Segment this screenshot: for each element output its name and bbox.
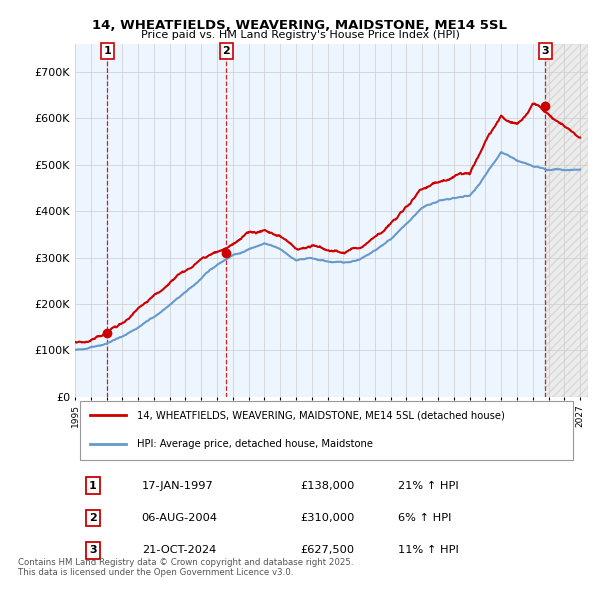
Text: Contains HM Land Registry data © Crown copyright and database right 2025.
This d: Contains HM Land Registry data © Crown c… xyxy=(18,558,353,577)
Text: £138,000: £138,000 xyxy=(301,480,355,490)
Text: 6% ↑ HPI: 6% ↑ HPI xyxy=(398,513,452,523)
Text: 1: 1 xyxy=(103,46,111,56)
Text: 1: 1 xyxy=(89,480,97,490)
Text: 21-OCT-2024: 21-OCT-2024 xyxy=(142,545,216,555)
Text: 2: 2 xyxy=(89,513,97,523)
Text: 3: 3 xyxy=(542,46,549,56)
Text: 06-AUG-2004: 06-AUG-2004 xyxy=(142,513,218,523)
Text: Price paid vs. HM Land Registry's House Price Index (HPI): Price paid vs. HM Land Registry's House … xyxy=(140,30,460,40)
Text: HPI: Average price, detached house, Maidstone: HPI: Average price, detached house, Maid… xyxy=(137,439,373,449)
Text: 21% ↑ HPI: 21% ↑ HPI xyxy=(398,480,459,490)
Text: 2: 2 xyxy=(223,46,230,56)
Text: £627,500: £627,500 xyxy=(301,545,355,555)
Text: 14, WHEATFIELDS, WEAVERING, MAIDSTONE, ME14 5SL: 14, WHEATFIELDS, WEAVERING, MAIDSTONE, M… xyxy=(92,19,508,32)
Text: 17-JAN-1997: 17-JAN-1997 xyxy=(142,480,214,490)
Text: 11% ↑ HPI: 11% ↑ HPI xyxy=(398,545,459,555)
Text: £310,000: £310,000 xyxy=(301,513,355,523)
FancyBboxPatch shape xyxy=(80,401,572,460)
Bar xyxy=(75,44,545,397)
Bar xyxy=(545,44,588,397)
Text: 3: 3 xyxy=(89,545,97,555)
Text: 14, WHEATFIELDS, WEAVERING, MAIDSTONE, ME14 5SL (detached house): 14, WHEATFIELDS, WEAVERING, MAIDSTONE, M… xyxy=(137,410,505,420)
